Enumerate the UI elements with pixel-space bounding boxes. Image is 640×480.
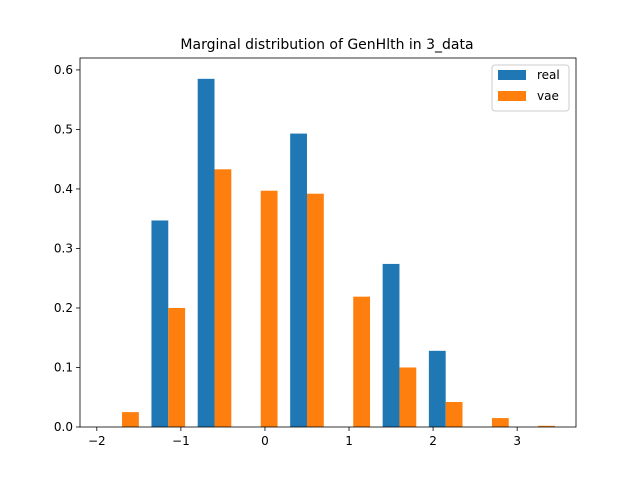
y-tick-label: 0.3: [54, 241, 73, 255]
y-tick-label: 0.1: [54, 360, 73, 374]
legend-label-vae: vae: [537, 89, 559, 103]
bar-vae-8: [492, 418, 509, 427]
legend-label-real: real: [537, 68, 560, 82]
bar-vae-5: [353, 297, 370, 427]
y-tick-label: 0.2: [54, 301, 73, 315]
y-tick-label: 0.4: [54, 182, 73, 196]
bar-vae-1: [168, 308, 185, 427]
x-tick-label: 1: [345, 434, 353, 448]
bars-layer: [122, 79, 555, 427]
bar-vae-4: [307, 194, 324, 427]
x-tick-label: 2: [429, 434, 437, 448]
y-tick-label: 0.6: [54, 63, 73, 77]
x-tick-label: 3: [513, 434, 521, 448]
chart-title: Marginal distribution of GenHlth in 3_da…: [180, 37, 473, 53]
legend-swatch-vae: [498, 91, 526, 101]
x-tick-label: −2: [88, 434, 106, 448]
y-tick-label: 0.5: [54, 122, 73, 136]
bar-real-4: [290, 134, 307, 427]
bar-vae-7: [446, 402, 463, 427]
bar-real-1: [151, 220, 168, 427]
y-tick-label: 0.0: [54, 420, 73, 434]
bar-vae-6: [399, 367, 416, 427]
bar-vae-3: [261, 191, 278, 427]
bar-real-7: [429, 351, 446, 427]
bar-vae-2: [215, 169, 232, 427]
legend-swatch-real: [498, 70, 526, 80]
x-tick-label: 0: [261, 434, 269, 448]
bar-real-2: [198, 79, 215, 427]
x-tick-label: −1: [172, 434, 190, 448]
bar-real-6: [383, 264, 400, 427]
legend: real vae: [492, 65, 569, 111]
bar-vae-0: [122, 412, 139, 427]
